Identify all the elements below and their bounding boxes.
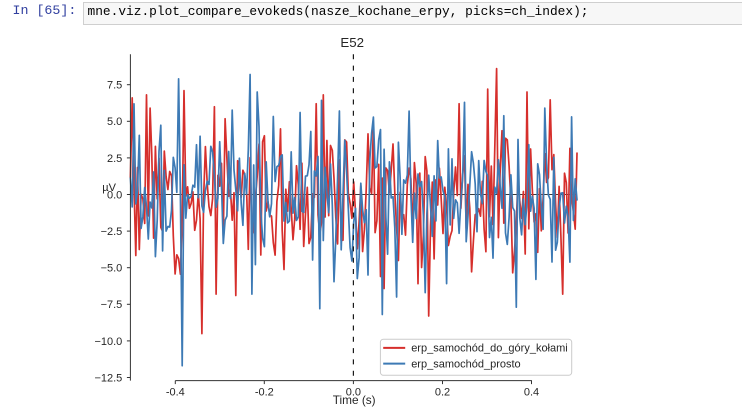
svg-text:-0.2: -0.2 xyxy=(255,386,274,398)
svg-text:0.0: 0.0 xyxy=(346,386,361,398)
svg-text:0.4: 0.4 xyxy=(524,386,539,398)
svg-text:erp_samochód_do_góry_kołami: erp_samochód_do_góry_kołami xyxy=(411,343,568,355)
svg-text:−10.0: −10.0 xyxy=(94,336,122,348)
svg-text:erp_samochód_prosto: erp_samochód_prosto xyxy=(411,358,520,370)
svg-text:2.5: 2.5 xyxy=(107,153,122,165)
svg-text:0.0: 0.0 xyxy=(107,189,122,201)
svg-text:E52: E52 xyxy=(340,35,364,50)
svg-text:−5.0: −5.0 xyxy=(101,263,123,275)
svg-text:0.2: 0.2 xyxy=(435,386,450,398)
svg-text:µV: µV xyxy=(102,182,116,194)
svg-text:Time (s): Time (s) xyxy=(333,393,376,407)
svg-text:−7.5: −7.5 xyxy=(101,299,123,311)
svg-text:7.5: 7.5 xyxy=(107,80,122,92)
svg-text:-0.4: -0.4 xyxy=(166,386,185,398)
svg-text:5.0: 5.0 xyxy=(107,116,122,128)
svg-text:−12.5: −12.5 xyxy=(94,372,122,384)
svg-text:−2.5: −2.5 xyxy=(101,226,123,238)
